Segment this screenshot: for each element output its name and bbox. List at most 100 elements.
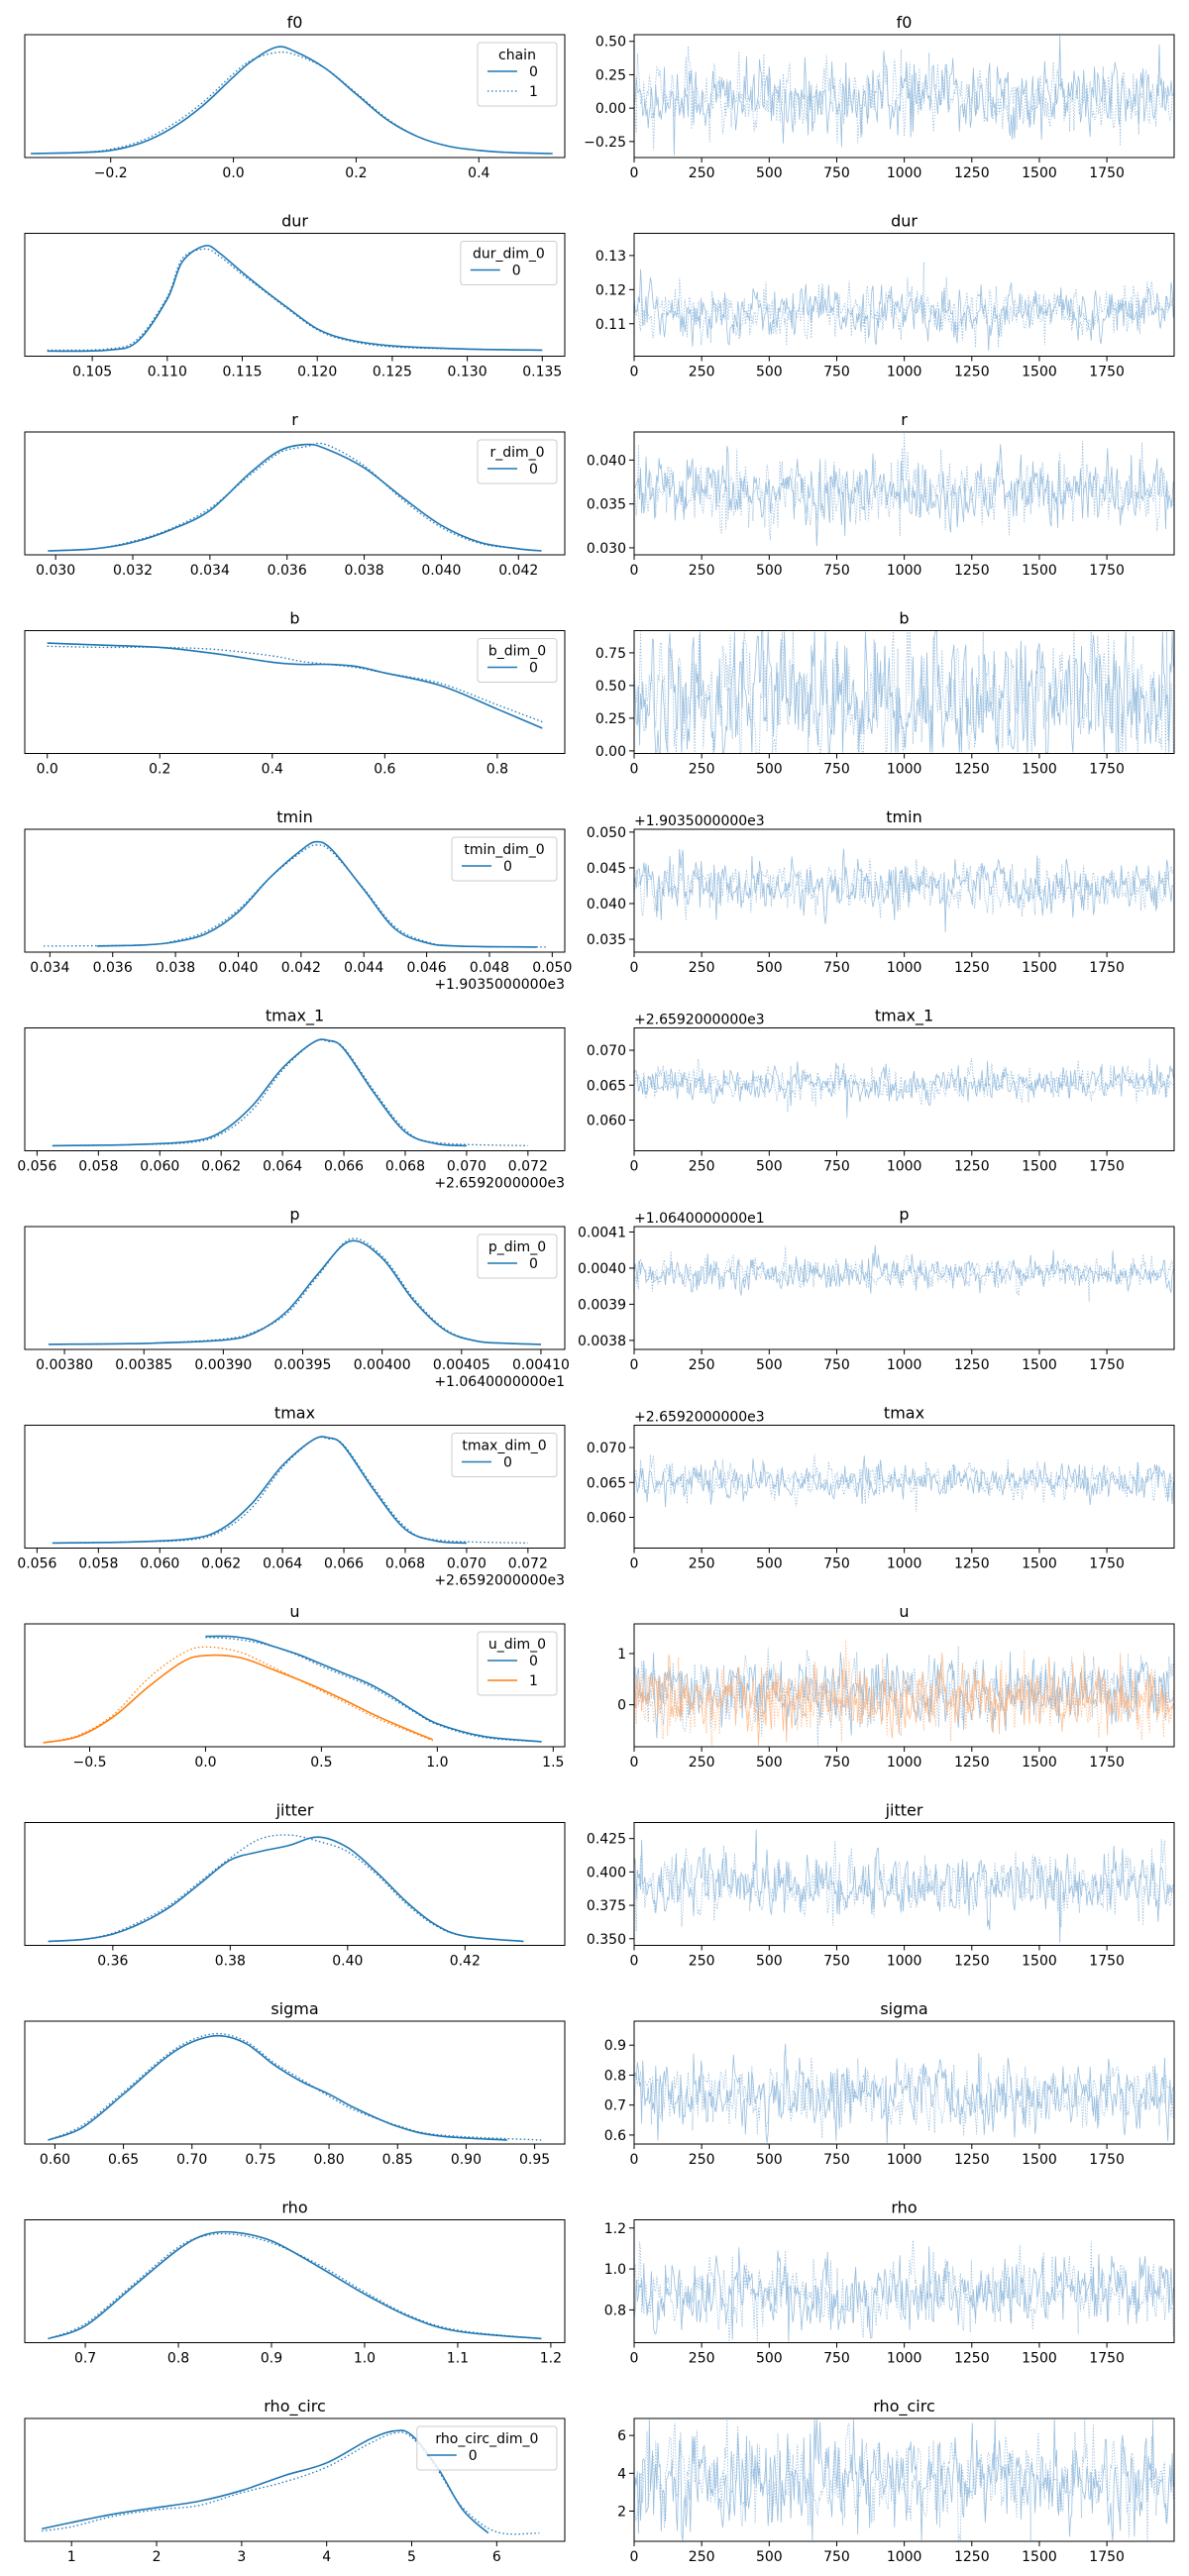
- kde-xtick-label-jitter-2: 0.40: [332, 1954, 363, 1970]
- trace-xtick-label-b-6: 1500: [1022, 762, 1057, 778]
- kde-xtick-label-tmax-1: 0.058: [78, 1556, 118, 1572]
- kde-line-r-1: [48, 442, 542, 552]
- trace-ytick-label-p-2: 0.0040: [578, 1261, 626, 1277]
- kde-xtick-label-p-6: 0.00410: [512, 1357, 570, 1373]
- trace-line-u-1: [633, 1646, 1174, 1747]
- trace-xtick-label-b-2: 500: [756, 762, 783, 778]
- trace-ytick-label-r-1: 0.035: [587, 497, 626, 513]
- trace-xtick-label-tmin-1: 250: [689, 960, 715, 976]
- trace-xtick-label-rho_circ-4: 1000: [887, 2549, 922, 2565]
- legend-rho_circ: rho_circ_dim_00: [416, 2425, 558, 2471]
- kde-panel-dur: dur 0.105 0.110 0.115 0.120 0.125 0.130 0.135 du…: [24, 212, 566, 380]
- kde-xtick-label-r-2: 0.034: [190, 563, 230, 579]
- kde-title-b: b: [289, 609, 299, 628]
- legend-u: u_dim_00 1: [477, 1631, 558, 1696]
- kde-xtick-label-tmax_1-4: 0.064: [263, 1159, 302, 1175]
- kde-xtick-label-tmin-8: 0.050: [532, 960, 572, 976]
- kde-title-dur: dur: [281, 212, 308, 231]
- trace-line-sigma-0: [633, 2043, 1174, 2144]
- trace-ytick-label-rho-0: 0.8: [604, 2303, 626, 2318]
- kde-title-p: p: [289, 1205, 299, 1224]
- kde-xtick-label-rho-4: 1.1: [447, 2351, 469, 2367]
- kde-xtick-label-u-0: −0.5: [72, 1755, 106, 1771]
- kde-xtick-label-sigma-3: 0.75: [245, 2152, 275, 2168]
- trace-xtick-label-p-0: 0: [630, 1357, 639, 1373]
- kde-line-f0-0: [31, 46, 553, 155]
- trace-ytick-label-p-3: 0.0041: [578, 1225, 626, 1240]
- trace-ytick-label-p-0: 0.0038: [578, 1334, 626, 1349]
- legend-entry-tmax-0: 0: [503, 1455, 512, 1471]
- trace-xtick-label-tmax_1-0: 0: [630, 1159, 639, 1175]
- trace-panel-sigma: sigma 0.6 0.7 0.8 0.9 0 250 500 750 1000 1250 1500 1…: [604, 1999, 1175, 2168]
- trace-line-jitter-0: [633, 1829, 1174, 1943]
- trace-xtick-label-dur-6: 1500: [1022, 365, 1057, 380]
- trace-title-dur: dur: [891, 212, 918, 231]
- trace-xtick-label-tmin-5: 1250: [954, 960, 990, 976]
- legend-p: p_dim_00: [477, 1234, 558, 1279]
- kde-panel-tmin: tmin 0.034 0.036 0.038 0.040 0.042 0.044 0.046 0…: [24, 807, 572, 993]
- trace-ytick-label-p-1: 0.0039: [578, 1297, 626, 1313]
- legend-box-rho_circ: [416, 2425, 558, 2471]
- trace-xtick-label-f0-4: 1000: [887, 165, 922, 181]
- kde-xtick-label-jitter-1: 0.38: [215, 1954, 246, 1970]
- kde-xtick-label-b-1: 0.2: [149, 762, 170, 778]
- trace-xtick-label-tmax_1-6: 1500: [1022, 1159, 1057, 1175]
- kde-panel-jitter: jitter 0.36 0.38 0.40 0.42: [24, 1801, 566, 1970]
- trace-ytick-label-dur-0: 0.11: [595, 317, 626, 333]
- trace-offset-label-tmin: +1.9035000000e3: [634, 813, 765, 829]
- trace-ytick-label-jitter-1: 0.375: [587, 1898, 626, 1914]
- trace-xtick-label-tmax_1-2: 500: [756, 1159, 783, 1175]
- trace-xtick-label-tmin-4: 1000: [887, 960, 922, 976]
- kde-xtick-label-jitter-0: 0.36: [97, 1954, 128, 1970]
- trace-xtick-label-u-6: 1500: [1022, 1755, 1057, 1771]
- kde-panel-r: r 0.030 0.032 0.034 0.036 0.038 0.040 0.042 r_di…: [24, 410, 566, 579]
- kde-title-f0: f0: [287, 13, 303, 32]
- kde-xtick-label-tmax_1-7: 0.070: [447, 1159, 486, 1175]
- kde-xtick-label-p-3: 0.00395: [274, 1357, 332, 1373]
- trace-xtick-label-rho_circ-7: 1750: [1089, 2549, 1125, 2565]
- trace-ytick-label-tmax-2: 0.070: [587, 1441, 626, 1456]
- kde-line-p-1: [48, 1237, 542, 1345]
- kde-xtick-label-rho_circ-3: 4: [322, 2549, 331, 2565]
- legend-title-p: p_dim_0: [488, 1239, 546, 1255]
- kde-xtick-label-rho-2: 0.9: [261, 2351, 282, 2367]
- kde-xtick-label-tmax-2: 0.060: [140, 1556, 179, 1572]
- kde-xtick-label-u-4: 1.5: [542, 1755, 564, 1771]
- trace-line-rho-0: [633, 2246, 1174, 2342]
- kde-xtick-label-p-4: 0.00400: [354, 1357, 411, 1373]
- kde-xtick-label-r-1: 0.032: [113, 563, 153, 579]
- legend-title-rho_circ: rho_circ_dim_0: [435, 2431, 538, 2447]
- trace-ytick-label-jitter-0: 0.350: [587, 1932, 626, 1948]
- kde-frame-rho_circ: [24, 2417, 566, 2542]
- trace-xtick-label-tmax-4: 1000: [887, 1556, 922, 1572]
- trace-offset-label-p: +1.0640000000e1: [634, 1211, 765, 1227]
- kde-xtick-label-tmin-3: 0.040: [218, 960, 258, 976]
- kde-line-jitter-0: [48, 1836, 524, 1943]
- kde-xtick-label-dur-3: 0.120: [297, 365, 337, 380]
- trace-title-p: p: [899, 1205, 909, 1224]
- trace-panel-p: p +1.0640000000e1 0.0038 0.0039 0.0040 0.0041…: [578, 1205, 1175, 1373]
- trace-xtick-label-rho_circ-0: 0: [630, 2549, 639, 2565]
- panel-row-r: r 0.030 0.032 0.034 0.036 0.038 0.040 0.042 r_di…: [24, 410, 1175, 579]
- trace-xtick-label-tmax-1: 250: [689, 1556, 715, 1572]
- trace-ytick-label-sigma-0: 0.6: [604, 2128, 626, 2144]
- trace-xtick-label-dur-4: 1000: [887, 365, 922, 380]
- trace-title-tmax_1: tmax_1: [875, 1007, 933, 1026]
- kde-offset-label-tmax: +2.6592000000e3: [434, 1573, 565, 1589]
- trace-frame-p: [633, 1226, 1175, 1350]
- kde-xtick-label-f0-2: 0.2: [345, 165, 367, 181]
- trace-title-rho: rho: [891, 2199, 917, 2217]
- trace-xtick-label-tmax-7: 1750: [1089, 1556, 1125, 1572]
- kde-frame-tmin: [24, 828, 566, 953]
- trace-xtick-label-rho-6: 1500: [1022, 2351, 1057, 2367]
- trace-xtick-label-tmax_1-7: 1750: [1089, 1159, 1125, 1175]
- legend-title-b: b_dim_0: [488, 644, 546, 660]
- kde-panel-rho_circ: rho_circ 1 2 3 4 5 6 rho_circ_dim_00: [24, 2397, 566, 2565]
- trace-xtick-label-jitter-7: 1750: [1089, 1954, 1125, 1970]
- trace-xtick-label-b-5: 1250: [954, 762, 990, 778]
- trace-xtick-label-rho-0: 0: [630, 2351, 639, 2367]
- trace-xtick-label-tmax_1-5: 1250: [954, 1159, 990, 1175]
- legend-tmin: tmin_dim_00: [451, 836, 558, 882]
